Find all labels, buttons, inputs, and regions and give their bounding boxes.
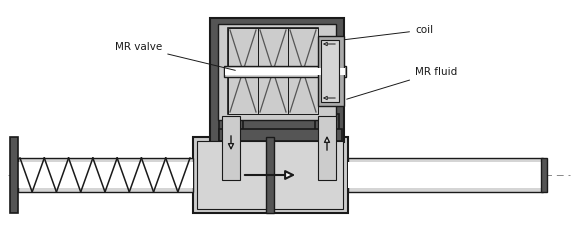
Bar (318, 116, 336, 180)
Bar (18, 158, 193, 192)
Bar (348, 158, 543, 192)
Bar (272, 141, 343, 209)
Bar (18, 162, 193, 188)
Bar (224, 65, 346, 76)
Text: MR valve: MR valve (115, 42, 235, 70)
Bar (318, 36, 344, 106)
Bar (541, 158, 547, 192)
Bar (10, 137, 18, 213)
Text: MR fluid: MR fluid (347, 67, 457, 99)
Bar (197, 141, 268, 209)
Bar (258, 28, 288, 114)
Text: coil: coil (345, 25, 433, 40)
Bar (193, 137, 348, 213)
Bar (219, 114, 243, 184)
Bar (228, 28, 318, 114)
Bar (321, 40, 339, 102)
Bar (219, 129, 342, 141)
Bar (222, 116, 240, 180)
Bar (228, 28, 258, 114)
Bar (218, 24, 336, 120)
Bar (315, 114, 339, 184)
Bar (266, 137, 274, 213)
Bar (348, 162, 543, 188)
Bar (288, 28, 318, 114)
Bar (210, 18, 344, 142)
Bar (225, 67, 345, 75)
